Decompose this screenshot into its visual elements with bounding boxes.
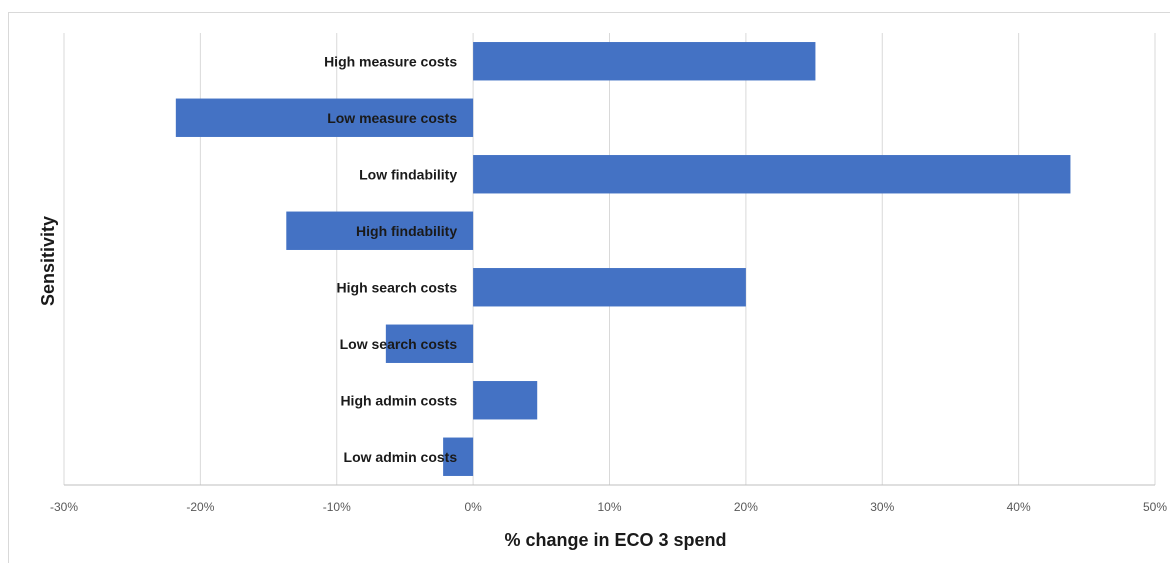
bar [473,42,816,81]
x-tick-label: -20% [186,500,214,514]
category-labels: High measure costs Low measure costs Low f… [324,53,457,465]
x-tick-label: 0% [464,500,482,514]
bar [175,98,474,137]
bars [175,42,1071,476]
bar [443,437,474,476]
category-label: High findability [356,223,457,239]
x-tick-label: 40% [1007,500,1031,514]
x-tick-label: 30% [870,500,894,514]
chart-frame [8,12,1170,563]
x-tick-label: 10% [597,500,621,514]
category-label: Low admin costs [344,449,458,465]
bar [286,211,474,250]
bar [473,268,746,307]
bar [385,324,474,363]
category-label: Low measure costs [327,110,457,126]
y-axis-title: Sensitivity [38,216,58,306]
x-tick-label: 50% [1143,500,1167,514]
x-axis-title: % change in ECO 3 spend [504,530,726,550]
x-tick-label: -30% [50,500,78,514]
x-tick-labels: -30% -20% -10% 0% 10% 20% 30% 40% 50% [50,500,1167,514]
category-label: Low findability [359,166,457,182]
category-label: High search costs [337,279,458,295]
bar [473,381,538,420]
category-label: High measure costs [324,53,457,69]
x-tick-label: -10% [323,500,351,514]
category-label: Low search costs [340,336,458,352]
bar [473,155,1071,194]
category-label: High admin costs [340,392,457,408]
x-tick-label: 20% [734,500,758,514]
